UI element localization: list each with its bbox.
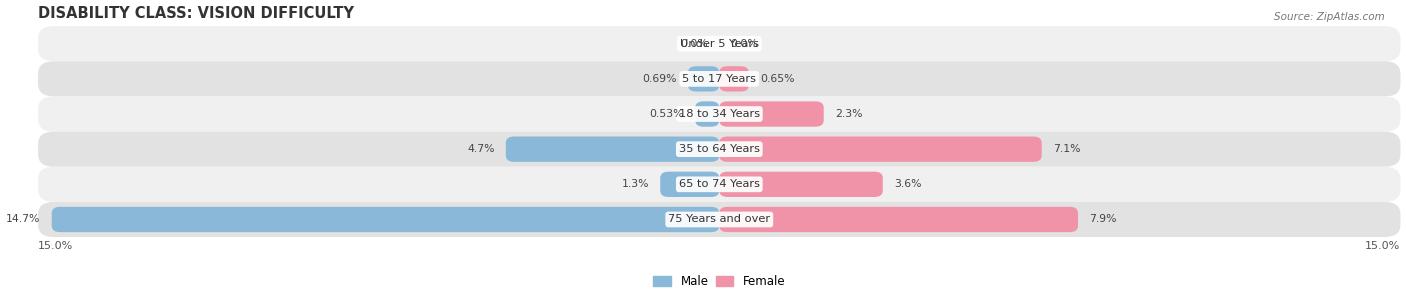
Text: DISABILITY CLASS: VISION DIFFICULTY: DISABILITY CLASS: VISION DIFFICULTY (38, 6, 354, 21)
Text: 65 to 74 Years: 65 to 74 Years (679, 179, 759, 189)
Text: 1.3%: 1.3% (621, 179, 650, 189)
Text: Source: ZipAtlas.com: Source: ZipAtlas.com (1274, 12, 1385, 22)
Text: 3.6%: 3.6% (894, 179, 921, 189)
Text: 0.69%: 0.69% (643, 74, 676, 84)
Text: 15.0%: 15.0% (38, 240, 73, 250)
FancyBboxPatch shape (695, 101, 720, 127)
FancyBboxPatch shape (661, 172, 720, 197)
Text: 14.7%: 14.7% (6, 215, 41, 224)
Text: 0.65%: 0.65% (761, 74, 794, 84)
FancyBboxPatch shape (720, 136, 1042, 162)
Text: 35 to 64 Years: 35 to 64 Years (679, 144, 759, 154)
FancyBboxPatch shape (38, 96, 1400, 132)
Text: 4.7%: 4.7% (467, 144, 495, 154)
FancyBboxPatch shape (38, 26, 1400, 61)
FancyBboxPatch shape (38, 61, 1400, 96)
Text: Under 5 Years: Under 5 Years (679, 39, 759, 49)
Text: 75 Years and over: 75 Years and over (668, 215, 770, 224)
Text: 15.0%: 15.0% (1365, 240, 1400, 250)
Text: 7.1%: 7.1% (1053, 144, 1081, 154)
FancyBboxPatch shape (52, 207, 720, 232)
Text: 5 to 17 Years: 5 to 17 Years (682, 74, 756, 84)
FancyBboxPatch shape (38, 202, 1400, 237)
Text: 7.9%: 7.9% (1090, 215, 1116, 224)
Text: 2.3%: 2.3% (835, 109, 862, 119)
FancyBboxPatch shape (720, 101, 824, 127)
FancyBboxPatch shape (38, 167, 1400, 202)
FancyBboxPatch shape (38, 132, 1400, 167)
FancyBboxPatch shape (720, 207, 1078, 232)
Text: 0.53%: 0.53% (650, 109, 683, 119)
Legend: Male, Female: Male, Female (648, 271, 790, 293)
Text: 0.0%: 0.0% (681, 39, 709, 49)
FancyBboxPatch shape (720, 66, 749, 92)
Text: 18 to 34 Years: 18 to 34 Years (679, 109, 759, 119)
Text: 0.0%: 0.0% (731, 39, 758, 49)
FancyBboxPatch shape (688, 66, 720, 92)
FancyBboxPatch shape (720, 172, 883, 197)
FancyBboxPatch shape (506, 136, 720, 162)
